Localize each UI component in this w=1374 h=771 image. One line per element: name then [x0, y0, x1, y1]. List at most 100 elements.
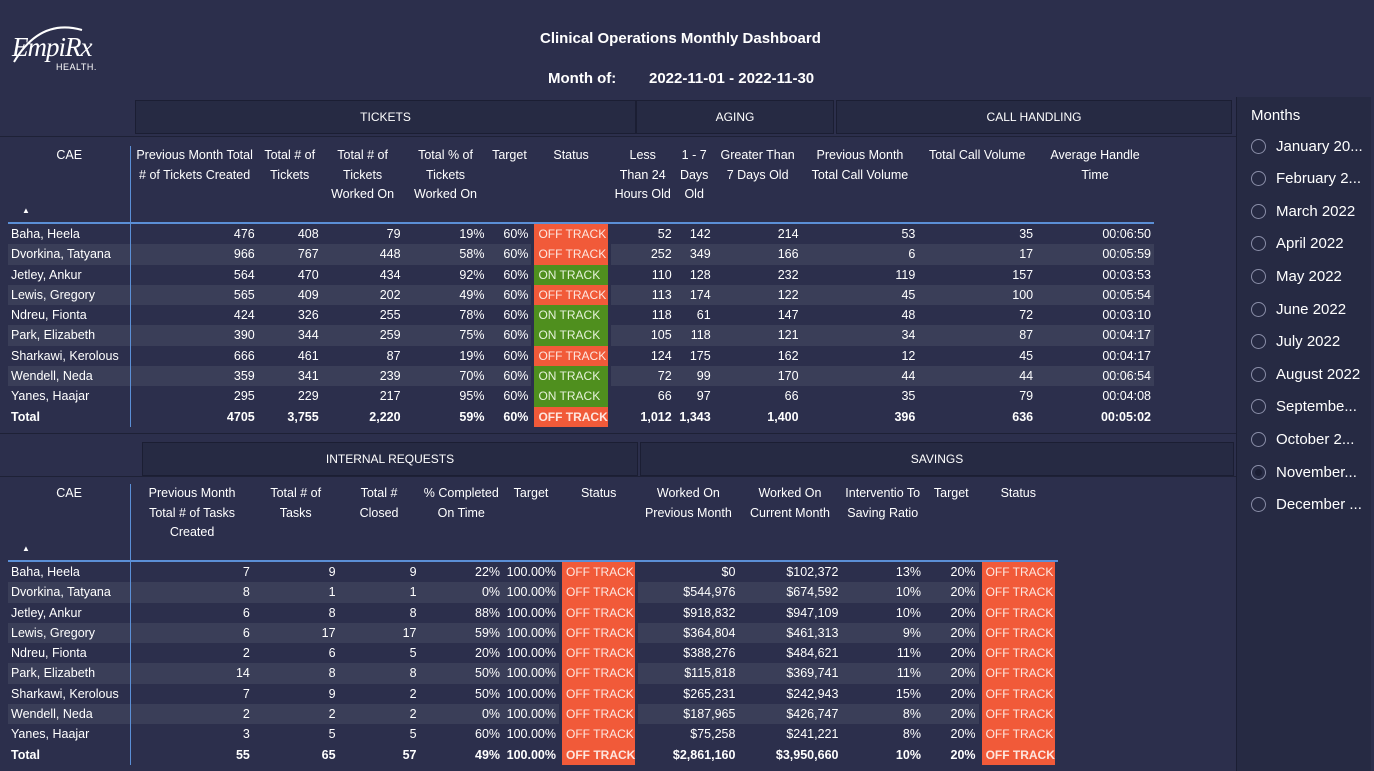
status-badge: OFF TRACK — [562, 602, 636, 623]
value-cell: $461,313 — [738, 622, 842, 644]
requests-column-header[interactable]: Status — [1000, 486, 1036, 500]
tickets-column-header[interactable]: Total # of Tickets — [264, 148, 316, 182]
radio-button-icon[interactable] — [1251, 138, 1266, 154]
month-option[interactable]: December ... — [1251, 494, 1362, 516]
sort-ascending-icon[interactable]: ▲ — [22, 543, 30, 553]
table-row[interactable]: Park, Elizabeth 390 344 259 75% 60% ON TRACK 10… — [8, 325, 1154, 346]
table-row[interactable]: Baha, Heela 476 408 79 19% 60% OFF TRACK 52 142 2… — [8, 223, 1154, 245]
month-option[interactable]: October 2... — [1251, 428, 1354, 450]
value-cell: $115,818 — [638, 663, 739, 684]
value-cell: 7 — [242, 565, 250, 579]
month-option[interactable]: January 20... — [1251, 135, 1363, 157]
status-cell: OFF TRACK — [531, 244, 610, 265]
requests-column-header[interactable]: Previous Month Total # of Tasks Created — [148, 486, 236, 539]
radio-button-icon[interactable] — [1251, 366, 1266, 382]
table-row[interactable]: Wendell, Neda 359 341 239 70% 60% ON TRACK 72 99… — [8, 366, 1154, 387]
tickets-column-header[interactable]: 1 - 7 Days Old — [679, 148, 709, 201]
radio-button-icon[interactable] — [1251, 334, 1266, 350]
table-row[interactable]: Dvorkina, Tatyana 8 1 1 0% 100.00% OFF TRACK $5… — [8, 582, 1058, 603]
table-row[interactable]: Sharkawi, Kerolous 7 9 2 50% 100.00% OFF TRACK… — [8, 683, 1058, 705]
requests-column-header[interactable]: Worked On Current Month — [750, 486, 830, 520]
month-option[interactable]: March 2022 — [1251, 200, 1355, 222]
month-option[interactable]: Septembe... — [1251, 396, 1357, 418]
table-row[interactable]: Wendell, Neda 2 2 2 0% 100.00% OFF TRACK $187,9… — [8, 704, 1058, 725]
tickets-column-header[interactable]: Status — [553, 148, 589, 162]
radio-button-icon[interactable] — [1251, 464, 1266, 480]
tickets-column-header[interactable]: CAE ▲ — [8, 146, 132, 223]
table-row[interactable]: Lewis, Gregory 565 409 202 49% 60% OFF TRACK 11… — [8, 284, 1154, 306]
tickets-column-header[interactable]: Greater Than 7 Days Old — [720, 148, 795, 182]
requests-column-header[interactable]: Status — [580, 486, 617, 500]
value-cell: 5 — [409, 646, 417, 661]
month-option[interactable]: February 2... — [1251, 168, 1361, 190]
value-cell: 8 — [252, 663, 339, 684]
tickets-column-header[interactable]: Target — [492, 148, 527, 162]
cae-name-cell: Park, Elizabeth — [8, 325, 132, 346]
month-option[interactable]: August 2022 — [1251, 363, 1360, 385]
total-row[interactable]: Total 4705 3,755 2,220 59% 60% OFF TRACK 1,012 1… — [8, 406, 1154, 427]
status-cell: OFF TRACK — [559, 663, 638, 684]
value-cell: 4705 — [226, 409, 255, 424]
table-row[interactable]: Yanes, Haajar 3 5 5 60% 100.00% OFF TRACK $75,2… — [8, 724, 1058, 745]
requests-column-header[interactable]: Total # Closed — [359, 486, 399, 520]
status-cell: OFF TRACK — [531, 345, 610, 367]
cae-name-cell: Dvorkina, Tatyana — [8, 582, 132, 603]
tickets-column-header[interactable]: Previous Month Total # of Tickets Create… — [136, 148, 253, 182]
tickets-column-header[interactable]: Total Call Volume — [928, 148, 1026, 162]
requests-column-header[interactable]: Interventio To Saving Ratio — [845, 486, 921, 520]
table-row[interactable]: Ndreu, Fionta 2 6 5 20% 100.00% OFF TRACK $388,… — [8, 643, 1058, 664]
section-divider — [0, 476, 1236, 477]
radio-button-icon[interactable] — [1251, 268, 1266, 284]
value-cell: 35 — [901, 389, 916, 404]
tickets-column-header[interactable]: Total % of Tickets Worked On — [414, 148, 477, 201]
requests-column-header[interactable]: % Completed On Time — [423, 486, 499, 520]
month-option[interactable]: May 2022 — [1251, 265, 1342, 287]
table-row[interactable]: Jetley, Ankur 564 470 434 92% 60% ON TRACK 110 1… — [8, 264, 1154, 285]
month-option[interactable]: November... — [1251, 461, 1357, 483]
table-row[interactable]: Jetley, Ankur 6 8 8 88% 100.00% OFF TRACK $918,… — [8, 602, 1058, 623]
value-cell: 60% — [487, 366, 532, 387]
radio-button-icon[interactable] — [1251, 497, 1266, 513]
radio-button-icon[interactable] — [1251, 171, 1266, 187]
value-cell: 1,012 — [640, 409, 672, 424]
value-cell: 461 — [297, 348, 319, 363]
table-row[interactable]: Lewis, Gregory 6 17 17 59% 100.00% OFF TRACK $3… — [8, 622, 1058, 644]
call-handling-group-header: CALL HANDLING — [836, 100, 1232, 134]
value-cell: 11% — [841, 663, 924, 684]
status-cell: OFF TRACK — [979, 724, 1058, 745]
value-cell: $947,109 — [786, 605, 839, 620]
value-cell: 50% — [419, 663, 504, 684]
radio-button-icon[interactable] — [1251, 203, 1266, 219]
requests-column-header[interactable]: Worked On Previous Month — [644, 486, 732, 520]
value-cell: 252 — [610, 244, 675, 265]
table-row[interactable]: Baha, Heela 7 9 9 22% 100.00% OFF TRACK $0 $102,… — [8, 561, 1058, 583]
requests-column-header[interactable]: Target — [933, 486, 969, 500]
month-option[interactable]: July 2022 — [1251, 331, 1340, 353]
total-row[interactable]: Total 55 65 57 49% 100.00% OFF TRACK $2,861,160… — [8, 744, 1058, 765]
table-row[interactable]: Sharkawi, Kerolous 666 461 87 19% 60% OFF TRAC… — [8, 345, 1154, 367]
table-row[interactable]: Yanes, Haajar 295 229 217 95% 60% ON TRACK 66 97… — [8, 386, 1154, 407]
requests-column-header[interactable]: Total # of Tasks — [270, 486, 322, 520]
status-cell: OFF TRACK — [559, 643, 638, 664]
cae-name-cell: Total — [8, 744, 132, 765]
table-row[interactable]: Ndreu, Fionta 424 326 255 78% 60% ON TRACK 118 6… — [8, 305, 1154, 326]
month-option[interactable]: June 2022 — [1251, 298, 1346, 320]
table-row[interactable]: Park, Elizabeth 14 8 8 50% 100.00% OFF TRACK $1… — [8, 663, 1058, 684]
radio-button-icon[interactable] — [1251, 399, 1266, 415]
tickets-column-header[interactable]: Less Than 24 Hours Old — [614, 148, 671, 201]
radio-button-icon[interactable] — [1251, 236, 1266, 252]
requests-column-header[interactable]: Target — [513, 486, 549, 500]
requests-column-header[interactable]: CAE ▲ — [8, 484, 132, 561]
tickets-column-header[interactable]: Total # of Tickets Worked On — [331, 148, 395, 201]
value-cell: 175 — [689, 348, 711, 363]
table-row[interactable]: Dvorkina, Tatyana 966 767 448 58% 60% OFF TRAC… — [8, 244, 1154, 265]
radio-button-icon[interactable] — [1251, 301, 1266, 317]
radio-button-icon[interactable] — [1251, 431, 1266, 447]
value-cell: 2 — [130, 704, 253, 725]
tickets-column-header[interactable]: Average Handle Time — [1050, 148, 1140, 182]
month-option[interactable]: April 2022 — [1251, 233, 1344, 255]
tickets-column-header[interactable]: Previous Month Total Call Volume — [811, 148, 909, 182]
value-cell: 11% — [896, 646, 921, 661]
status-badge: OFF TRACK — [562, 704, 636, 725]
sort-ascending-icon[interactable]: ▲ — [22, 205, 30, 215]
